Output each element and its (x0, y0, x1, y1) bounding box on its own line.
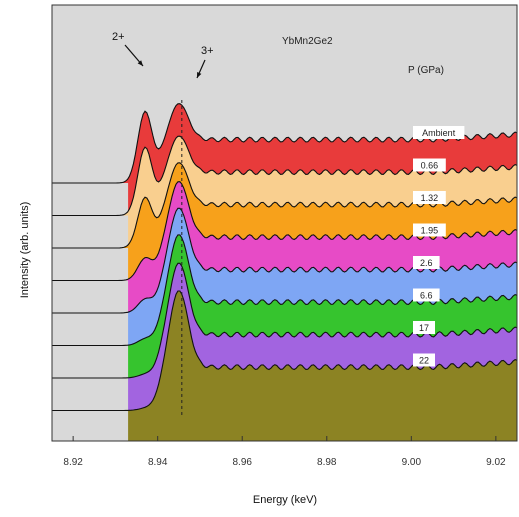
pressure-label-5: 2.6 (420, 258, 433, 268)
yb2-annotation: 2+ (112, 31, 125, 43)
x-tick-label-4: 8.98 (317, 457, 337, 468)
x-tick-label-3: 8.96 (232, 457, 252, 468)
pre-edge-band-4 (52, 280, 129, 315)
pressure-label-box-5 (413, 256, 440, 269)
pressure-label-1: Ambient (422, 128, 456, 138)
x-axis-label: Energy (keV) (253, 494, 317, 506)
y-axis-label: Intensity (arb. units) (19, 202, 31, 299)
x-tick-label-6: 9.02 (486, 457, 506, 468)
pre-edge-band-8 (52, 410, 129, 441)
plot-frame (51, 4, 518, 442)
pressure-label-box-1 (413, 126, 465, 139)
x-tick-label-2: 8.94 (148, 457, 168, 468)
pressure-label-box-2 (413, 158, 446, 172)
pressure-label-2: 0.66 (421, 161, 439, 171)
x-tick-label-1: 8.92 (63, 457, 83, 468)
pressure-label-box-7 (413, 321, 435, 334)
pressure-label-box-6 (413, 288, 440, 302)
yb2-arrow-head (137, 60, 143, 66)
pressure-label-6: 6.6 (420, 291, 433, 301)
yb3-arrow-head (197, 72, 202, 78)
pressure-label-box-3 (413, 191, 446, 204)
pressure-label-4: 1.95 (421, 226, 439, 236)
pre-edge-band-2 (52, 215, 129, 250)
pressure-label-box-4 (413, 223, 446, 237)
x-tick-label-5: 9.00 (402, 457, 422, 468)
pre-edge-band-5 (52, 313, 129, 348)
pressure-label-3: 1.32 (421, 193, 439, 203)
pressure-label-8: 22 (419, 356, 429, 366)
chart-title: YbMn2Ge2 (282, 36, 333, 47)
series-area-8 (52, 291, 517, 441)
pressure-label-7: 17 (419, 323, 429, 333)
yb3-annotation: 3+ (201, 45, 214, 57)
pre-edge-band-3 (52, 248, 129, 283)
pressure-label-box-8 (413, 353, 435, 367)
legend-title: P (GPa) (408, 65, 444, 76)
pre-edge-band-7 (52, 378, 129, 413)
series-line-8 (52, 290, 518, 412)
series-line-7 (52, 262, 518, 379)
pre-edge-band-6 (52, 345, 129, 380)
pre-edge-band-1 (52, 183, 129, 218)
